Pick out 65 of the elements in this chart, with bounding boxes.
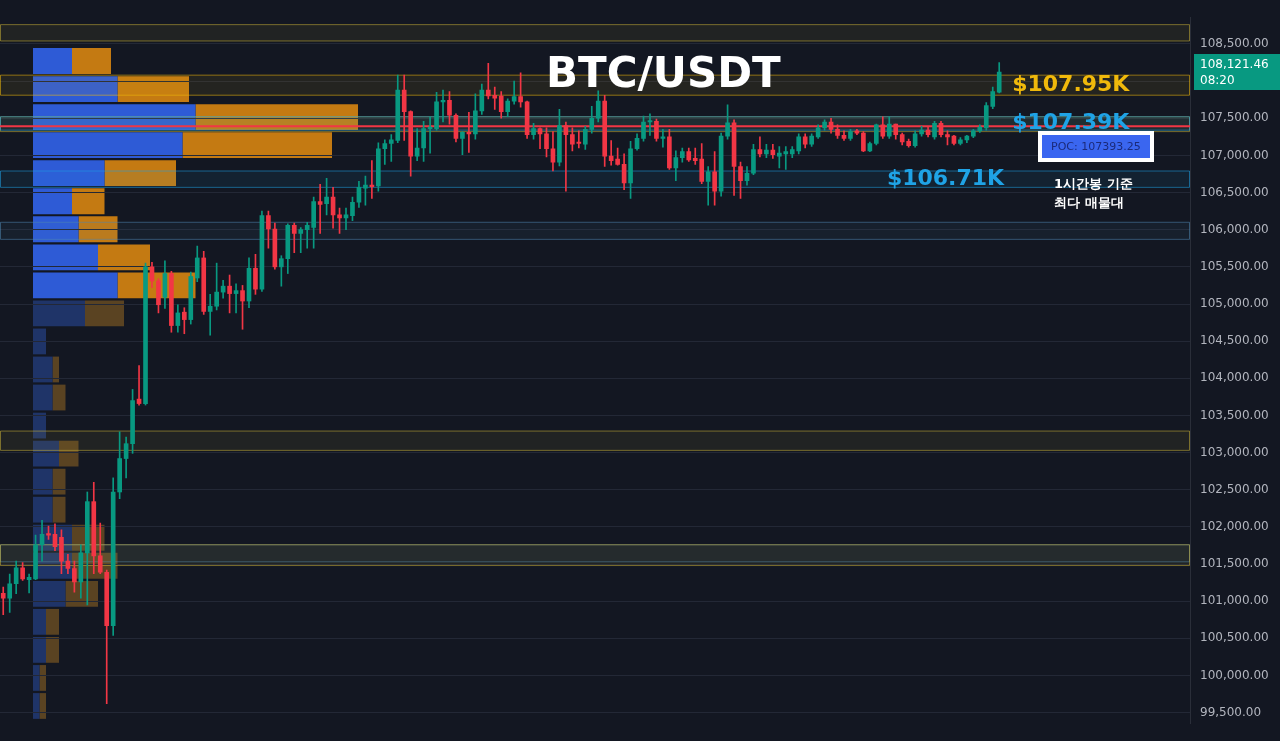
candlestick — [317, 184, 323, 234]
bar — [33, 637, 46, 663]
bar — [52, 496, 66, 523]
candlestick — [26, 573, 32, 594]
bar — [46, 637, 59, 663]
bar — [33, 48, 72, 74]
y-tick-label: 104,500.00 — [1200, 333, 1269, 348]
y-tick-label: 108,500.00 — [1200, 36, 1269, 51]
candlestick — [0, 586, 6, 615]
candlestick — [233, 283, 239, 314]
bar — [33, 132, 183, 159]
bar — [33, 440, 59, 467]
y-tick-label: 102,000.00 — [1200, 519, 1269, 534]
candlestick — [660, 129, 666, 148]
bar — [182, 132, 332, 159]
bar — [117, 76, 189, 102]
bar — [52, 384, 66, 411]
y-tick-label: 101,500.00 — [1200, 556, 1269, 571]
y-tick-label: 105,000.00 — [1200, 296, 1269, 311]
bar — [33, 665, 40, 691]
y-tick-label: 106,000.00 — [1200, 221, 1269, 236]
bar — [33, 356, 53, 383]
band-label: $106.71K — [886, 164, 1006, 190]
y-tick-label: 107,000.00 — [1200, 147, 1269, 162]
y-tick-label: 101,000.00 — [1200, 593, 1269, 608]
y-tick-label: 100,000.00 — [1200, 667, 1269, 682]
bar — [33, 384, 53, 411]
text: BTC/USDT — [546, 48, 781, 97]
bar — [33, 580, 66, 607]
y-tick-label: 107,500.00 — [1200, 110, 1269, 125]
bar — [33, 608, 46, 635]
bar — [33, 496, 53, 523]
bar — [104, 160, 176, 187]
bar — [33, 412, 46, 439]
bar — [98, 244, 150, 271]
y-tick-label: 103,500.00 — [1200, 407, 1269, 422]
bar — [33, 272, 118, 299]
bar — [33, 244, 98, 271]
y-tick-label: 105,500.00 — [1200, 258, 1269, 273]
candlestick — [298, 227, 304, 254]
band-label: $107.95K — [1012, 70, 1131, 96]
y-tick-label: 102,500.00 — [1200, 481, 1269, 496]
text: 108,121.46 08:20 — [1194, 54, 1280, 91]
annotation: 1시간봉 기준 최다 매물대 — [1054, 175, 1133, 213]
bar — [52, 468, 66, 495]
bar — [33, 300, 85, 327]
y-tick-label: 100,500.00 — [1200, 630, 1269, 645]
bar — [72, 48, 111, 74]
bar — [33, 693, 40, 719]
bar — [33, 328, 46, 355]
bar — [85, 300, 124, 327]
y-tick-label: 104,000.00 — [1200, 370, 1269, 385]
bar — [46, 608, 59, 635]
y-tick-label: 99,500.00 — [1200, 704, 1262, 719]
bar — [59, 440, 79, 467]
y-tick-label: 106,500.00 — [1200, 184, 1269, 199]
bar — [78, 216, 118, 243]
y-tick-label: 103,000.00 — [1200, 444, 1269, 459]
bar — [33, 188, 72, 215]
bar — [72, 188, 105, 215]
bar — [33, 216, 79, 243]
bar — [33, 160, 105, 187]
bar — [33, 468, 53, 495]
bar — [33, 76, 118, 102]
ref-line-label: POC: 107393.25 — [1051, 140, 1141, 154]
